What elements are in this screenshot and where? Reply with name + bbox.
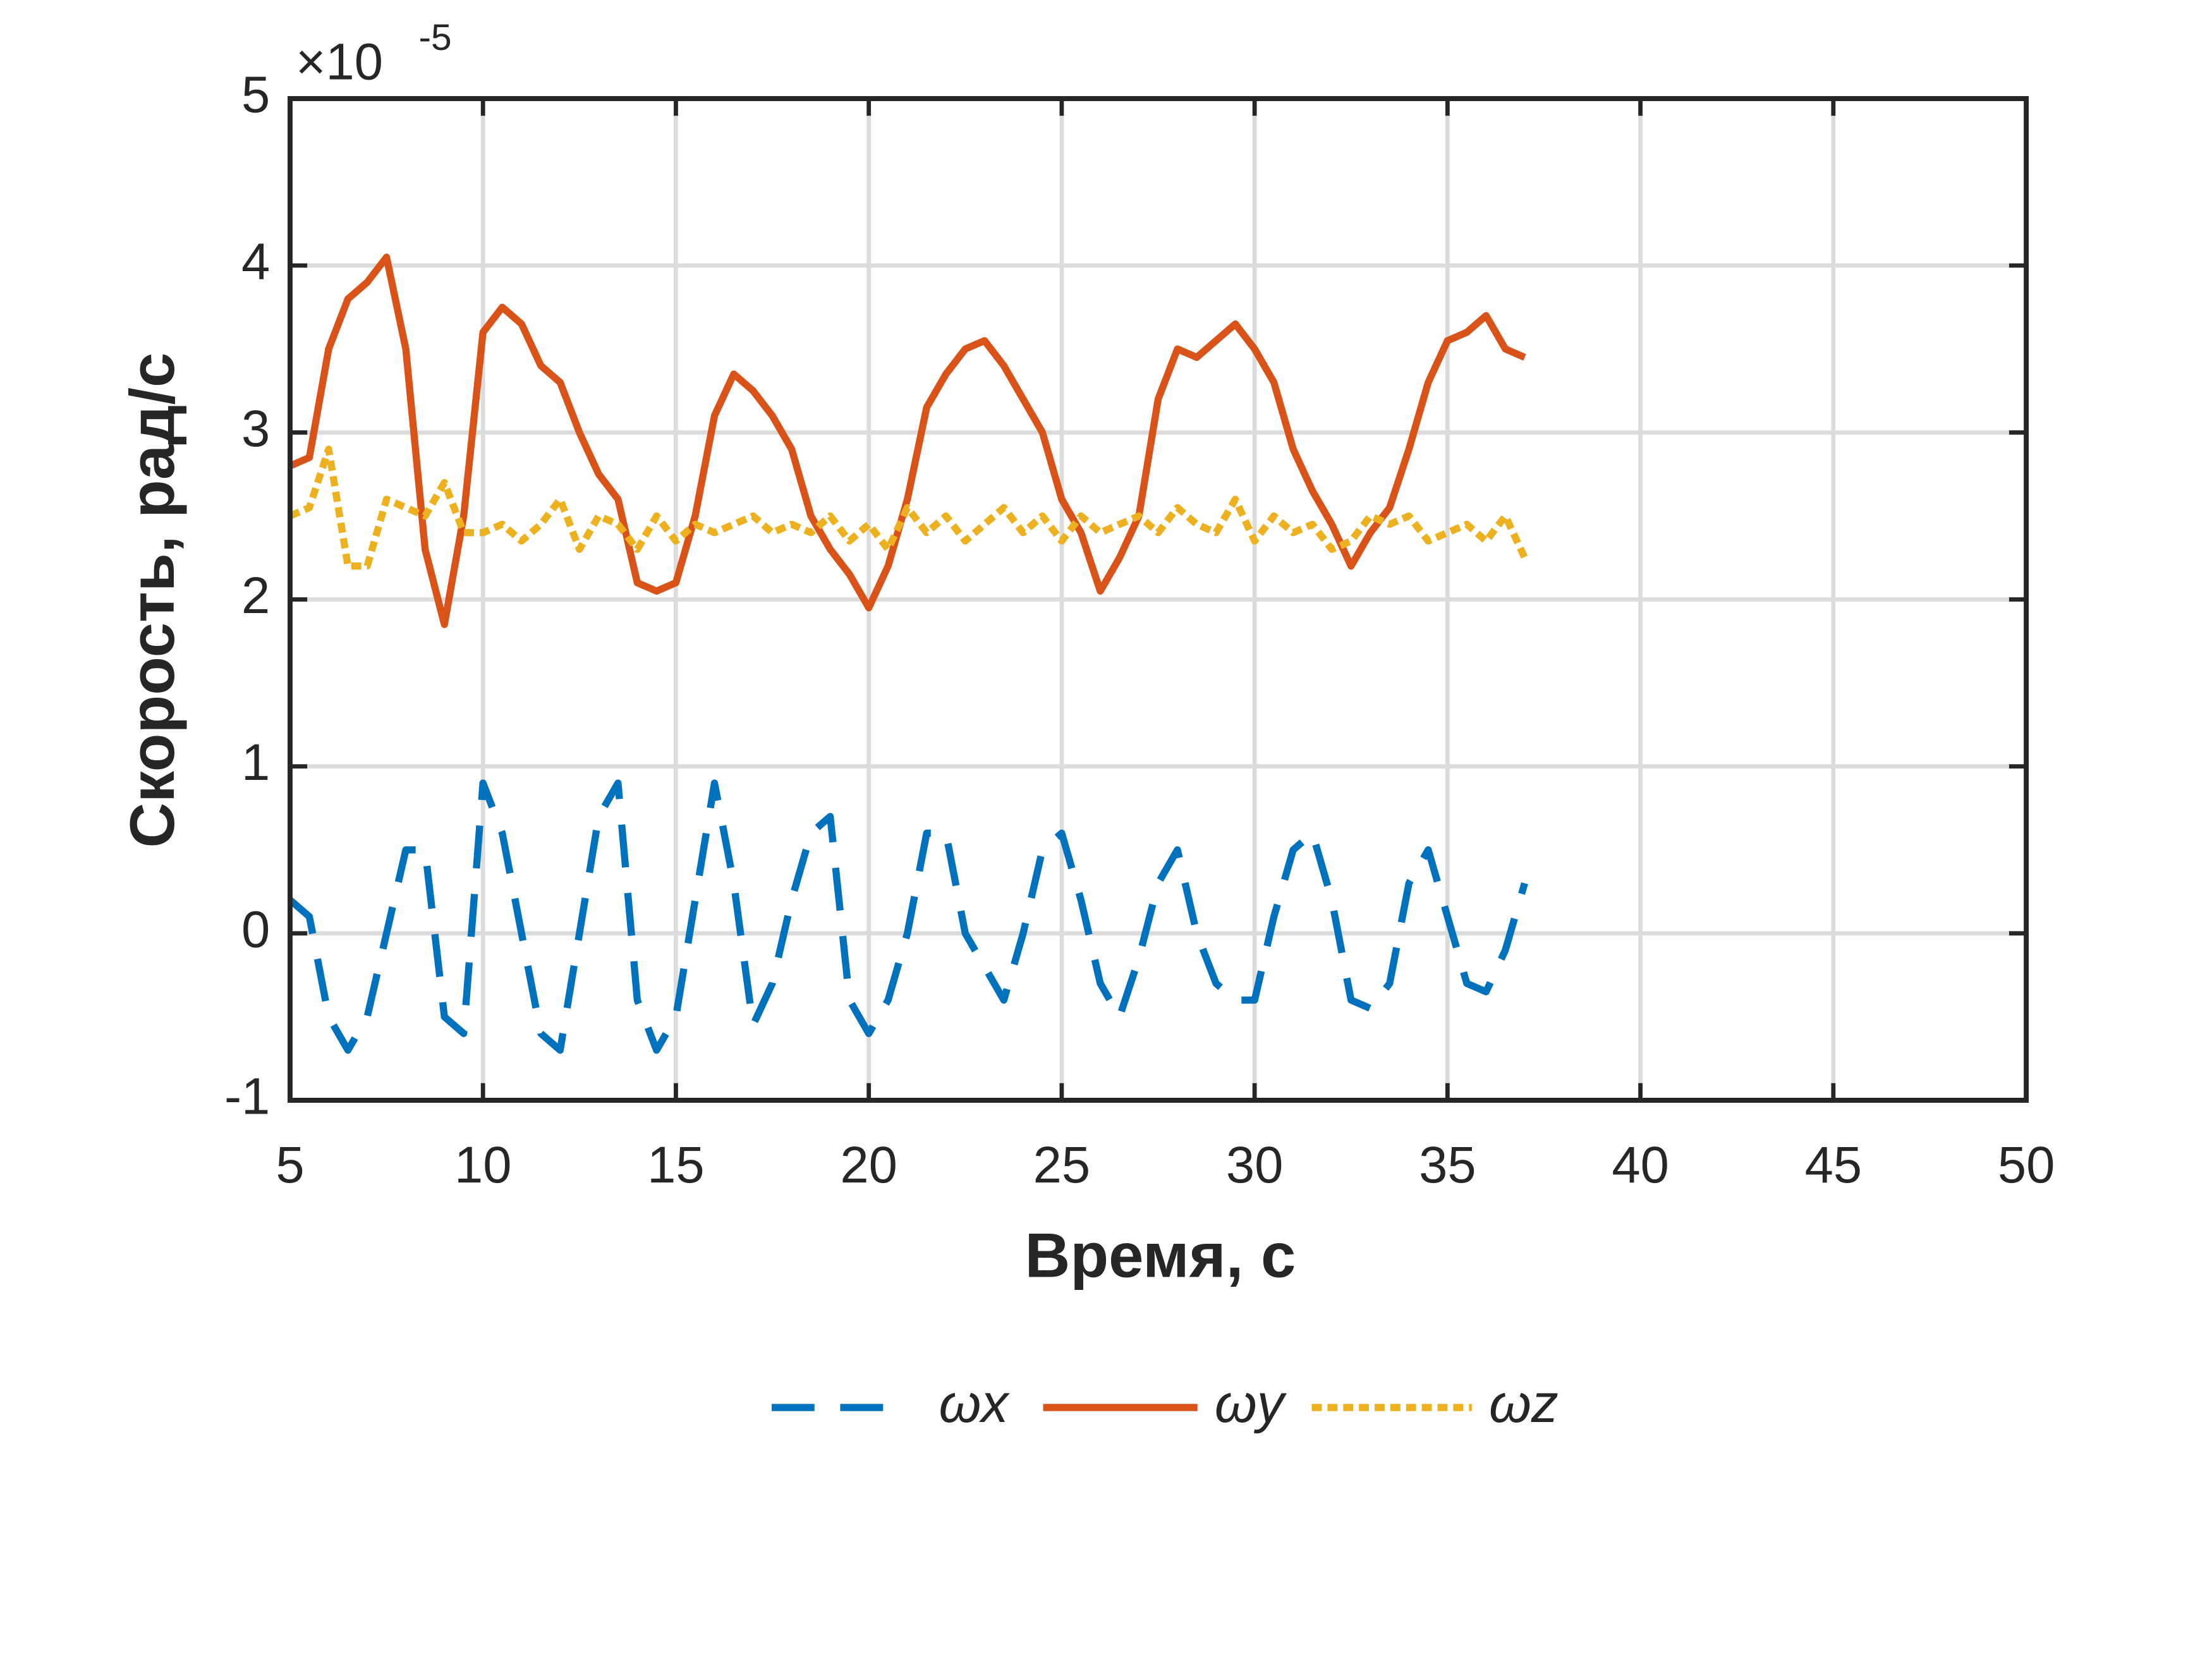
- plot-frame: [288, 96, 2029, 1103]
- x-tick-label: 5: [276, 1136, 304, 1194]
- y-tick-label: 4: [241, 233, 270, 291]
- y-tick-label: 3: [241, 400, 270, 458]
- legend-label: ωz: [1489, 1373, 1559, 1434]
- x-tick-label: 40: [1612, 1136, 1669, 1194]
- x-tick-label: 20: [840, 1136, 897, 1194]
- x-axis-label: Время, с: [1025, 1220, 1296, 1291]
- y-axis-label: Скорость, рад/с: [118, 353, 188, 848]
- x-tick-label: 50: [1998, 1136, 2055, 1194]
- x-tick-label: 25: [1033, 1136, 1091, 1194]
- data-line: [288, 779, 1528, 1054]
- x-tick-label: 45: [1805, 1136, 1863, 1194]
- y-tick-label: -1: [224, 1067, 270, 1125]
- data-line: [288, 446, 1528, 570]
- x-tick-label: 10: [454, 1136, 512, 1194]
- y-exponent: -5: [418, 17, 451, 58]
- y-tick-label: 0: [241, 901, 270, 958]
- legend-label: ωx: [939, 1373, 1010, 1434]
- x-tick-label: 35: [1419, 1136, 1476, 1194]
- y-tick-label: 2: [241, 567, 270, 624]
- y-tick-label: 1: [241, 734, 270, 791]
- data-line: [288, 253, 1526, 628]
- legend-label: ωy: [1215, 1373, 1287, 1434]
- x-tick-label: 30: [1226, 1136, 1284, 1194]
- x-tick-label: 15: [647, 1136, 705, 1194]
- y-multiplier: ×10: [296, 33, 383, 91]
- y-tick-label: 5: [241, 66, 270, 124]
